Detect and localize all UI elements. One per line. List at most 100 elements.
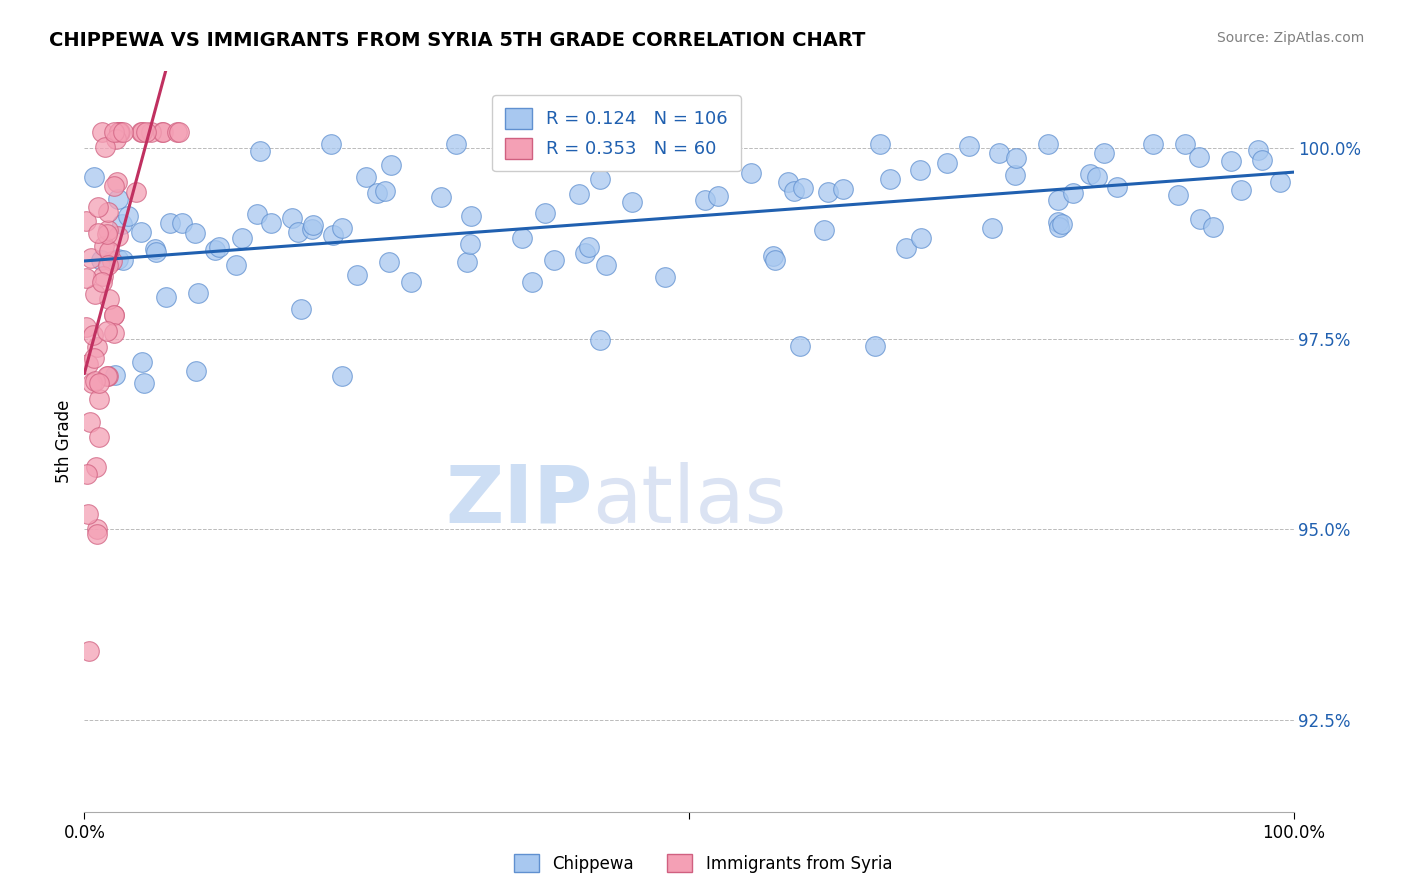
Point [107, 192, 129, 206]
Point [104, 132, 127, 146]
Point [187, 285, 209, 300]
Point [817, 185, 839, 199]
Point [204, 244, 226, 258]
Point [575, 142, 598, 156]
Point [346, 268, 368, 282]
Point [184, 227, 207, 241]
Point [111, 125, 134, 139]
Point [82, 376, 104, 391]
Point [145, 245, 167, 260]
Point [208, 240, 231, 254]
Point [740, 166, 762, 180]
Point [76, 467, 98, 482]
Point [96, 324, 118, 338]
Point [831, 182, 853, 196]
Point [695, 193, 717, 207]
Point [104, 368, 127, 382]
Point [520, 275, 543, 289]
Point [103, 179, 125, 194]
Point [287, 225, 309, 239]
Point [91, 269, 114, 284]
Point [90, 253, 112, 268]
Point [595, 258, 617, 272]
Point [155, 289, 177, 303]
Point [896, 241, 918, 255]
Point [105, 175, 128, 189]
Point [301, 222, 323, 236]
Point [1049, 220, 1071, 235]
Point [125, 186, 148, 200]
Point [374, 184, 396, 198]
Point [87, 200, 110, 214]
Point [1047, 194, 1070, 208]
Point [80, 251, 103, 265]
Point [111, 217, 134, 231]
Point [131, 225, 153, 239]
Point [863, 339, 886, 353]
Text: Source: ZipAtlas.com: Source: ZipAtlas.com [1216, 31, 1364, 45]
Point [172, 216, 194, 230]
Point [108, 125, 131, 139]
Point [654, 270, 676, 285]
Point [159, 215, 181, 229]
Point [86, 526, 108, 541]
Point [75, 271, 97, 285]
Point [322, 227, 344, 242]
Point [789, 339, 811, 353]
Point [86, 522, 108, 536]
Point [621, 195, 644, 210]
Point [354, 170, 377, 185]
Point [77, 644, 100, 658]
Point [981, 220, 1004, 235]
Point [281, 211, 304, 225]
Point [589, 334, 612, 348]
Point [568, 187, 591, 202]
Point [143, 243, 166, 257]
Point [762, 249, 785, 263]
Point [1062, 186, 1084, 200]
Point [225, 258, 247, 272]
Point [813, 223, 835, 237]
Point [330, 369, 353, 384]
Point [302, 218, 325, 232]
Legend: R = 0.124   N = 106, R = 0.353   N = 60: R = 0.124 N = 106, R = 0.353 N = 60 [492, 95, 741, 171]
Point [1230, 183, 1253, 197]
Point [458, 236, 481, 251]
Point [366, 186, 388, 200]
Point [152, 125, 174, 139]
Point [77, 357, 100, 371]
Point [98, 292, 121, 306]
Point [1220, 154, 1243, 169]
Point [1187, 150, 1209, 164]
Text: atlas: atlas [592, 462, 786, 540]
Point [1202, 220, 1225, 235]
Point [84, 375, 107, 389]
Point [101, 254, 124, 268]
Point [246, 206, 269, 220]
Point [90, 125, 112, 139]
Point [1052, 217, 1074, 231]
Point [444, 136, 467, 151]
Point [107, 125, 129, 139]
Point [1078, 167, 1101, 181]
Point [1251, 153, 1274, 167]
Point [1004, 168, 1026, 182]
Point [87, 392, 110, 407]
Point [249, 145, 271, 159]
Point [79, 415, 101, 429]
Point [75, 213, 97, 227]
Text: CHIPPEWA VS IMMIGRANTS FROM SYRIA 5TH GRADE CORRELATION CHART: CHIPPEWA VS IMMIGRANTS FROM SYRIA 5TH GR… [49, 31, 866, 50]
Point [107, 229, 129, 244]
Point [87, 226, 110, 240]
Point [98, 244, 121, 258]
Point [231, 231, 253, 245]
Point [783, 184, 806, 198]
Point [131, 355, 153, 369]
Point [83, 287, 105, 301]
Point [260, 215, 283, 229]
Y-axis label: 5th Grade: 5th Grade [55, 400, 73, 483]
Point [543, 253, 565, 268]
Point [910, 231, 932, 245]
Point [75, 320, 97, 334]
Point [103, 125, 125, 139]
